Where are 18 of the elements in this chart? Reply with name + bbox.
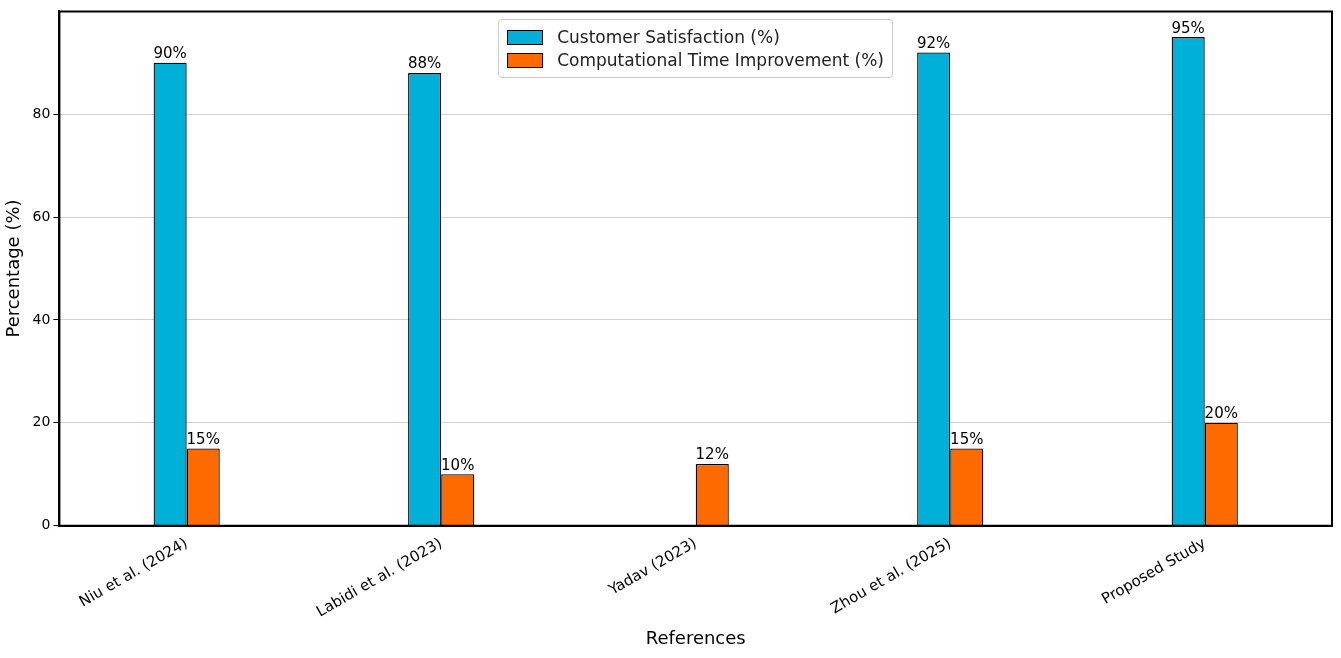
data-label: 12%	[695, 445, 729, 464]
data-label: 10%	[441, 455, 475, 474]
data-label: 90%	[153, 44, 187, 63]
x-axis-title: References	[645, 626, 746, 648]
data-label: 95%	[1171, 18, 1205, 37]
y-tick-label: 20	[32, 413, 51, 430]
data-label: 20%	[1204, 404, 1238, 423]
y-tick-label: 60	[32, 207, 51, 224]
y-axis-title: Percentage (%)	[2, 199, 24, 338]
data-label: 15%	[186, 429, 220, 448]
legend-label: Computational Time Improvement (%)	[557, 50, 884, 71]
data-label: 92%	[917, 33, 951, 52]
y-tick-label: 40	[32, 310, 51, 327]
y-tick-label: 0	[41, 516, 51, 533]
data-label: 88%	[407, 54, 442, 73]
legend-label: Customer Satisfaction (%)	[557, 27, 780, 48]
data-label: 15%	[950, 429, 984, 448]
y-tick-label: 80	[32, 104, 51, 121]
